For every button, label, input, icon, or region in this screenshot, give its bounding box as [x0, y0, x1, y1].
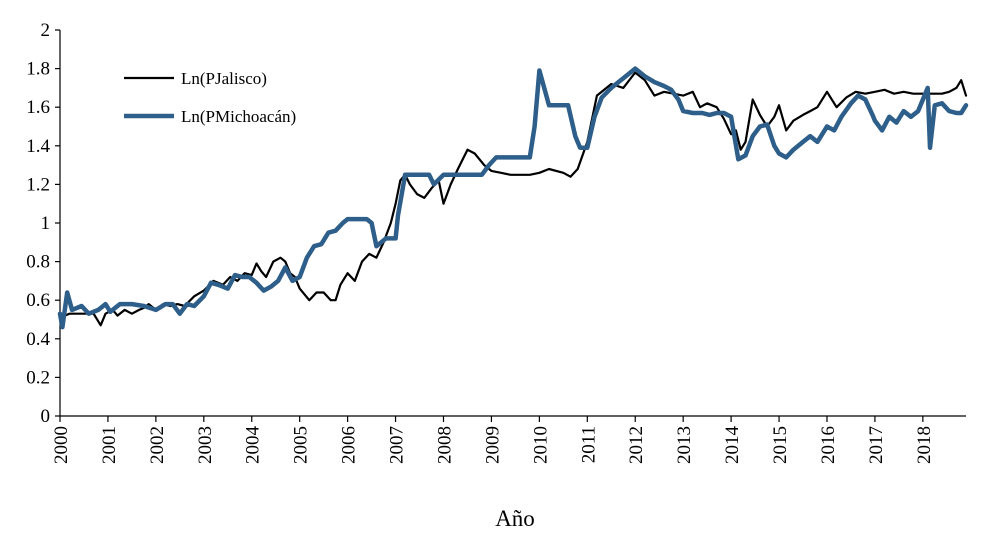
- x-tick-label: 2009: [482, 426, 503, 464]
- y-ticks: 0 0.2 0.4 0.6 0.8 1 1.2 1.4 1.6 1.8 2: [26, 20, 60, 427]
- y-tick-label: 1.8: [26, 59, 50, 80]
- x-tick-label: 2012: [626, 426, 647, 464]
- x-tick-label: 2007: [387, 426, 408, 464]
- y-tick-label: 1: [41, 213, 51, 234]
- legend-label: Ln(PJalisco): [181, 69, 267, 88]
- y-tick-label: 0.6: [26, 290, 50, 311]
- y-tick-label: 0.4: [26, 329, 50, 350]
- y-tick-label: 0: [41, 406, 51, 427]
- x-tick-label: 2005: [291, 426, 312, 464]
- legend-label: Ln(PMichoacán): [181, 107, 296, 126]
- x-tick-label: 2010: [530, 426, 551, 464]
- x-tick-label: 2016: [818, 426, 839, 464]
- series-layer: [57, 66, 969, 330]
- x-tick-label: 2006: [339, 426, 360, 464]
- x-ticks: 2000 2001 2002 2003 2004 2005 2006 2007 2008 2009…: [51, 416, 935, 464]
- y-tick-label: 0.8: [26, 252, 50, 273]
- x-tick-label: 2008: [434, 426, 455, 464]
- x-tick-label: 2015: [770, 426, 791, 464]
- x-tick-label: 2013: [674, 426, 695, 464]
- x-tick-label: 2002: [147, 426, 168, 464]
- x-tick-label: 2001: [99, 426, 120, 464]
- x-tick-label: 2014: [722, 426, 743, 465]
- x-axis-title: Año: [495, 506, 535, 531]
- y-tick-label: 1.6: [26, 97, 50, 118]
- x-tick-label: 2004: [243, 426, 264, 465]
- x-tick-label: 2003: [195, 426, 216, 464]
- y-tick-label: 0.2: [26, 367, 50, 388]
- x-tick-label: 2018: [914, 426, 935, 464]
- y-tick-label: 1.2: [26, 174, 50, 195]
- y-tick-label: 1.4: [26, 136, 50, 157]
- series-line-2: [57, 66, 969, 330]
- legend: Ln(PJalisco) Ln(PMichoacán): [124, 69, 296, 126]
- y-tick-label: 2: [41, 20, 51, 41]
- x-tick-label: 2017: [866, 426, 887, 464]
- x-tick-label: 2000: [51, 426, 72, 464]
- x-tick-label: 2011: [578, 426, 599, 463]
